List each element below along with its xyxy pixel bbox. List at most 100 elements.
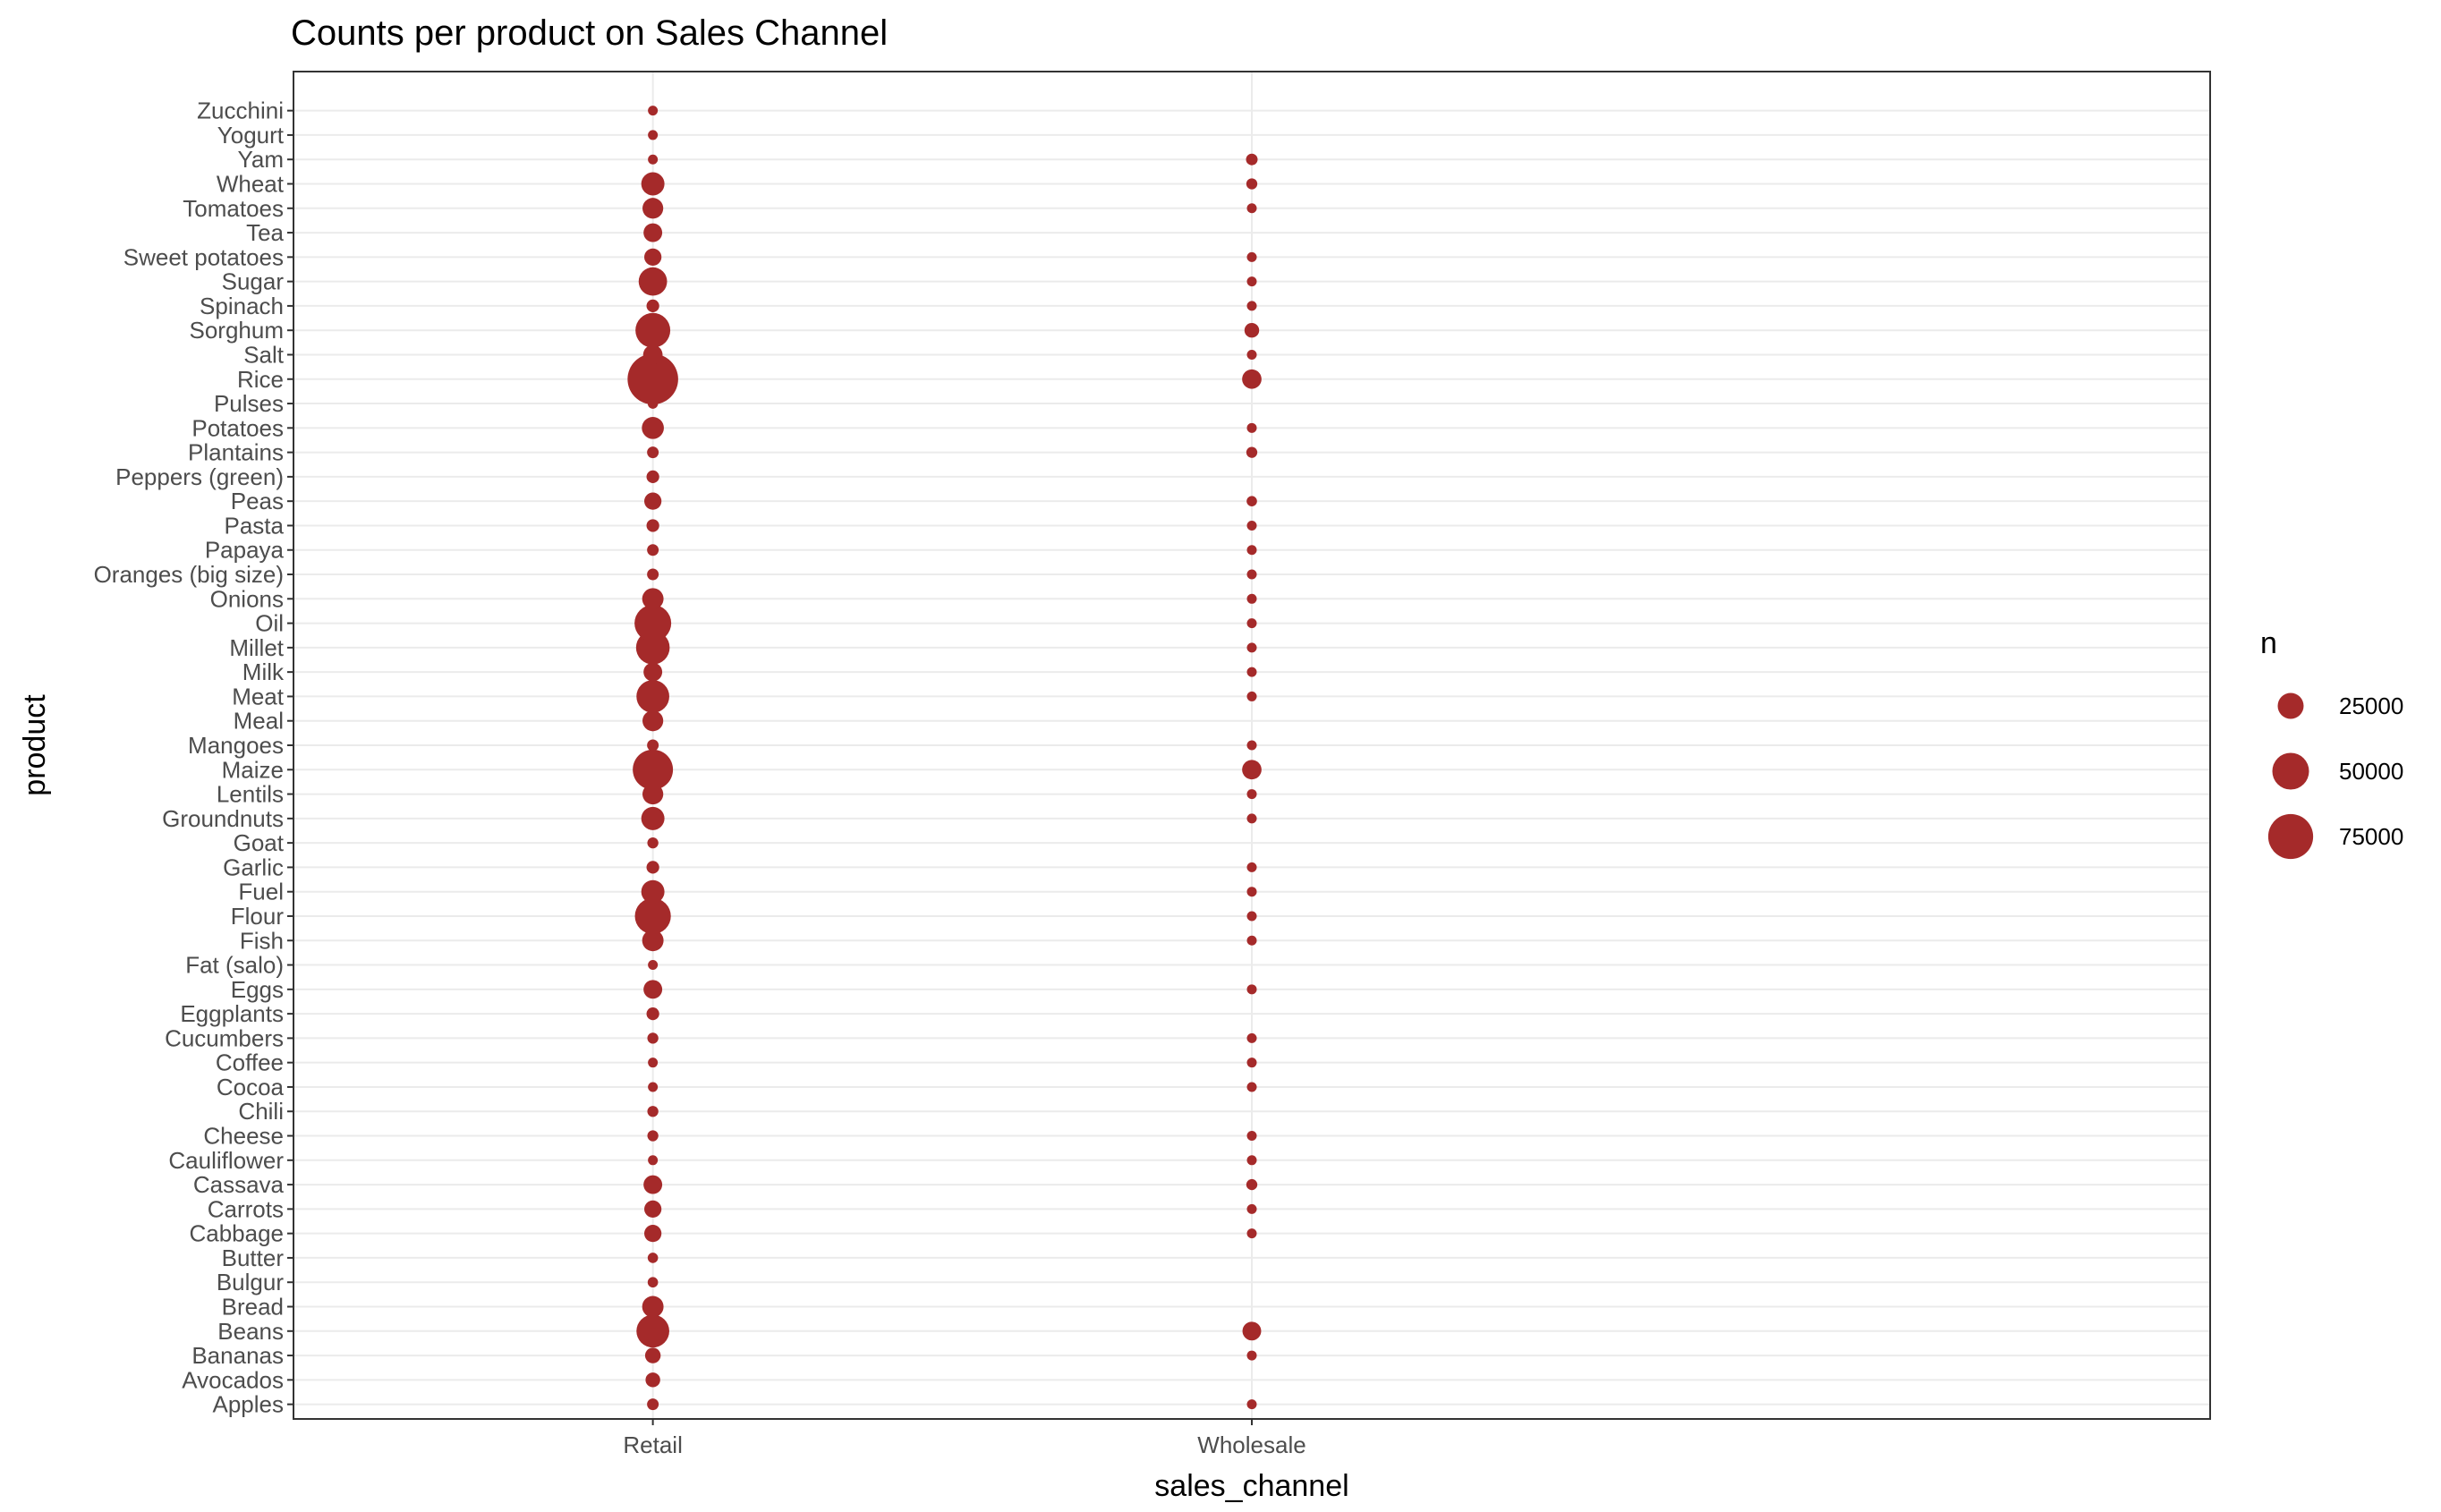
data-point	[643, 662, 663, 682]
data-point	[646, 470, 659, 483]
legend-label: 50000	[2339, 758, 2403, 785]
y-tick-label: Spinach	[200, 293, 284, 319]
y-tick-label: Tea	[246, 219, 284, 246]
data-point	[643, 223, 663, 242]
y-tick-label: Apples	[213, 1391, 285, 1418]
data-point	[1246, 667, 1257, 677]
data-points	[627, 106, 1262, 1411]
data-point	[645, 1372, 660, 1388]
x-axis: Retail Wholesale	[623, 1419, 1306, 1458]
data-point	[1246, 153, 1258, 166]
data-point	[1242, 1321, 1262, 1341]
data-point	[648, 960, 659, 971]
y-tick-label: Avocados	[182, 1366, 284, 1393]
data-point	[644, 248, 662, 266]
y-tick-label: Peppers (green)	[115, 463, 284, 490]
data-point	[635, 312, 671, 348]
y-tick-label: Plantains	[188, 439, 284, 466]
y-tick-label: Papaya	[205, 537, 285, 564]
size-legend: n 25000 50000 75000	[2260, 626, 2403, 860]
data-point	[647, 1032, 659, 1044]
data-point	[1246, 1155, 1257, 1166]
data-point	[648, 130, 659, 140]
y-tick-label: Fish	[240, 927, 284, 954]
y-tick-label: Yogurt	[217, 122, 285, 149]
y-tick-label: Milk	[242, 658, 285, 685]
data-point	[1242, 760, 1262, 780]
data-point	[641, 879, 665, 904]
y-tick-label: Tomatoes	[183, 195, 284, 222]
y-tick-label: Oranges (big size)	[94, 561, 284, 588]
data-point	[647, 837, 659, 849]
y-tick-label: Meat	[232, 683, 285, 709]
data-point	[642, 417, 664, 439]
y-tick-label: Sweet potatoes	[123, 243, 284, 270]
data-point	[1246, 349, 1257, 360]
data-point	[647, 446, 659, 459]
data-point	[646, 1007, 659, 1021]
data-point	[648, 1082, 659, 1092]
data-point	[642, 198, 664, 219]
legend-key	[2267, 813, 2314, 860]
data-point	[648, 1155, 659, 1166]
data-point	[647, 1277, 659, 1288]
data-point	[646, 519, 659, 532]
data-point	[647, 1253, 659, 1263]
data-point	[1246, 1178, 1258, 1191]
y-tick-label: Garlic	[223, 854, 284, 880]
data-point	[647, 544, 659, 556]
y-tick-label: Wheat	[217, 171, 285, 198]
data-point	[642, 588, 664, 610]
data-point	[647, 1106, 659, 1117]
y-tick-label: Cocoa	[217, 1074, 285, 1100]
legend-label: 25000	[2339, 692, 2403, 719]
data-point	[1246, 1082, 1257, 1092]
y-tick-label: Beans	[217, 1318, 284, 1345]
data-point	[1246, 813, 1257, 824]
data-point	[648, 106, 659, 116]
data-point	[647, 739, 659, 752]
data-point	[641, 172, 665, 196]
data-point	[1246, 642, 1257, 653]
y-tick-label: Goat	[234, 829, 285, 856]
data-point	[646, 861, 659, 874]
data-point	[1246, 203, 1257, 214]
data-point	[1246, 1203, 1257, 1214]
y-tick-label: Carrots	[208, 1195, 284, 1222]
data-point	[648, 1058, 659, 1068]
data-point	[1244, 322, 1260, 338]
y-tick-label: Groundnuts	[162, 805, 284, 832]
y-tick-label: Mangoes	[188, 732, 284, 759]
data-point	[643, 1175, 663, 1194]
y-tick-label: Bulgur	[217, 1269, 284, 1295]
data-point	[1246, 178, 1258, 190]
data-point	[1246, 1131, 1257, 1142]
y-tick-label: Pasta	[225, 512, 285, 539]
data-point	[644, 1225, 662, 1243]
data-point	[644, 1347, 661, 1363]
legend-key	[2272, 752, 2309, 790]
legend-title: n	[2260, 626, 2277, 660]
y-tick-label: Onions	[210, 585, 284, 612]
y-tick-label: Rice	[237, 366, 284, 393]
y-tick-label: Sorghum	[190, 317, 285, 344]
y-tick-label: Sugar	[222, 268, 285, 295]
data-point	[1246, 1058, 1257, 1068]
data-point	[1246, 911, 1257, 922]
data-point	[641, 806, 665, 830]
data-point	[634, 605, 672, 642]
data-point	[646, 299, 659, 313]
y-tick-label: Potatoes	[191, 414, 284, 441]
data-point	[1246, 1350, 1257, 1361]
data-point	[1246, 789, 1257, 800]
data-point	[642, 344, 663, 365]
y-tick-label: Peas	[231, 488, 284, 514]
y-tick-label: Cucumbers	[165, 1024, 284, 1051]
data-point	[1246, 984, 1257, 995]
y-tick-label: Fat (salo)	[185, 952, 284, 979]
y-tick-label: Eggplants	[180, 1000, 284, 1027]
y-tick-label: Butter	[222, 1244, 285, 1271]
data-point	[642, 1295, 664, 1318]
